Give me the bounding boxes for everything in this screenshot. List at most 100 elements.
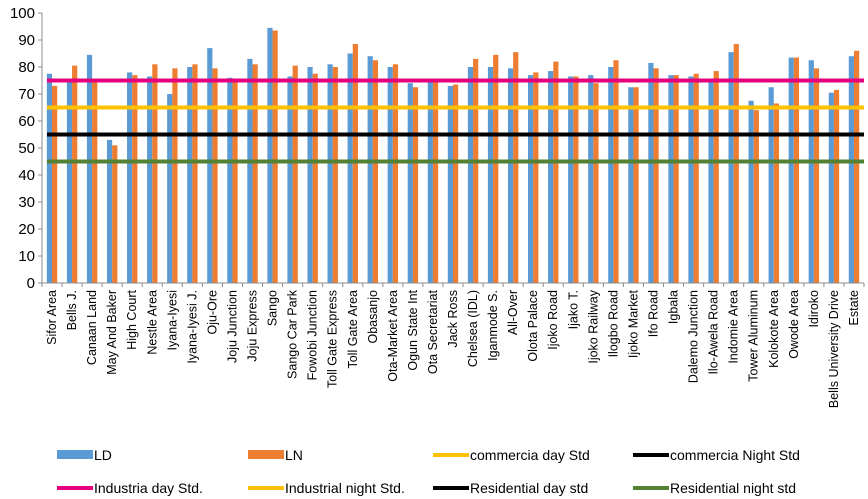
bar-ln-19 (432, 81, 439, 283)
x-category-label: Obasanjo (366, 290, 380, 344)
bar-ln-24 (533, 72, 539, 284)
bar-ln-3 (112, 145, 118, 283)
x-category-label: Oju-Ore (205, 290, 219, 335)
legend-label: commercia day Std (470, 447, 590, 463)
x-category-label: High Court (125, 289, 139, 349)
x-category-label: Sango (266, 290, 280, 326)
bar-ld-35 (748, 100, 754, 283)
bar-ln-40 (853, 50, 860, 283)
bar-ld-16 (367, 56, 373, 284)
x-category-label: Joju Junction (225, 290, 239, 363)
bar-ln-32 (693, 73, 699, 283)
bar-ld-31 (668, 75, 674, 283)
y-tick-label: 10 (18, 248, 35, 265)
bar-ld-20 (447, 85, 453, 284)
bar-ld-28 (608, 67, 614, 283)
x-category-label: Canaan Land (85, 290, 99, 365)
bar-ln-36 (773, 103, 779, 283)
x-category-label: Bells University Drive (827, 290, 841, 408)
x-category-label: Idiroko (807, 290, 821, 328)
bar-ln-31 (673, 75, 679, 283)
bar-ln-11 (272, 30, 278, 283)
bar-ld-2 (86, 54, 93, 283)
bar-ld-22 (487, 67, 494, 283)
bar-ln-38 (813, 68, 820, 283)
bar-ln-21 (473, 58, 479, 284)
x-category-label: Ijoko Market (626, 289, 640, 358)
bar-ld-24 (528, 75, 534, 283)
bar-ld-15 (347, 53, 353, 283)
bar-ln-15 (352, 44, 358, 283)
bar-ld-38 (808, 60, 814, 283)
bar-ln-25 (553, 61, 559, 283)
bar-ld-5 (147, 76, 153, 283)
bars-layer (46, 27, 860, 284)
x-category-label: Sifor Area (45, 290, 59, 345)
y-tick-label: 100 (10, 5, 35, 22)
legend-swatch-ld (57, 450, 93, 459)
x-category-label: May And Baker (105, 290, 119, 375)
bar-ln-18 (412, 87, 419, 283)
bar-ln-34 (733, 44, 739, 283)
bar-ld-1 (66, 79, 73, 284)
bar-ld-9 (227, 77, 233, 283)
x-category-label: Ijako T. (566, 290, 580, 329)
bar-ld-0 (46, 73, 53, 283)
bar-ld-10 (247, 58, 253, 284)
x-category-label: Iganmode S. (486, 290, 500, 361)
bar-ld-36 (768, 87, 774, 283)
y-tick-label: 80 (18, 59, 35, 76)
legend-label: commercia Night Std (670, 447, 800, 463)
y-tick-label: 40 (18, 167, 35, 184)
x-category-label: Ilogbo Road (606, 290, 620, 357)
x-category-label: Bells J. (65, 290, 79, 330)
bar-ln-13 (312, 73, 318, 283)
bar-ld-6 (167, 94, 173, 283)
bar-ln-35 (753, 110, 759, 283)
bar-ld-23 (507, 68, 514, 283)
y-tick-label: 30 (18, 194, 35, 211)
bar-ln-7 (192, 64, 198, 283)
bar-ld-29 (628, 87, 634, 283)
bar-ln-14 (332, 67, 338, 283)
bar-ld-18 (407, 83, 413, 283)
x-category-label: Olota Palace (526, 290, 540, 362)
y-tick-label: 60 (18, 113, 35, 130)
legend-swatch-ln (248, 450, 284, 459)
bar-ld-27 (588, 75, 594, 283)
x-category-label: Ota-Market Area (386, 290, 400, 382)
x-category-label: Toll Gate Area (346, 290, 360, 369)
legend-label: Industrial night Std. (285, 480, 405, 496)
x-category-label: Indomie Area (727, 290, 741, 364)
bar-ln-17 (392, 64, 399, 283)
axes-layer: 0 10 20 30 40 50 60 70 80 90 100 Sifor Area Bells J.… (10, 5, 865, 408)
x-category-label: Ijoko Road (546, 290, 560, 350)
bar-ln-22 (493, 54, 499, 283)
bar-ln-26 (573, 76, 579, 283)
bar-ln-6 (172, 68, 178, 283)
bar-ld-13 (307, 67, 313, 283)
bar-ln-30 (653, 68, 659, 283)
x-category-label: Ifo Road (646, 290, 660, 337)
bar-ln-2 (92, 79, 98, 284)
x-category-label: All-Over (506, 290, 520, 335)
x-category-label: Ogun State Int (406, 289, 420, 370)
bar-ln-0 (52, 85, 58, 284)
bar-ld-34 (728, 52, 734, 284)
bar-ld-4 (127, 72, 133, 284)
x-category-label: Sango Car Park (286, 289, 300, 379)
x-category-label: Igbala (667, 290, 681, 324)
bar-ld-26 (568, 76, 574, 283)
x-category-label: Joju Express (246, 290, 260, 362)
x-category-label: Estate (847, 290, 861, 325)
x-category-label: Ijoko Railway (586, 289, 600, 363)
x-category-label: Kolokote Area (767, 290, 781, 368)
bar-ld-25 (548, 71, 554, 283)
bar-ln-5 (152, 64, 158, 283)
bar-ln-10 (252, 64, 258, 283)
bar-ln-23 (513, 52, 519, 284)
bar-ln-8 (212, 68, 218, 283)
legend-label: LN (285, 447, 303, 463)
legend-label: LD (94, 447, 112, 463)
bar-ld-40 (848, 56, 854, 284)
